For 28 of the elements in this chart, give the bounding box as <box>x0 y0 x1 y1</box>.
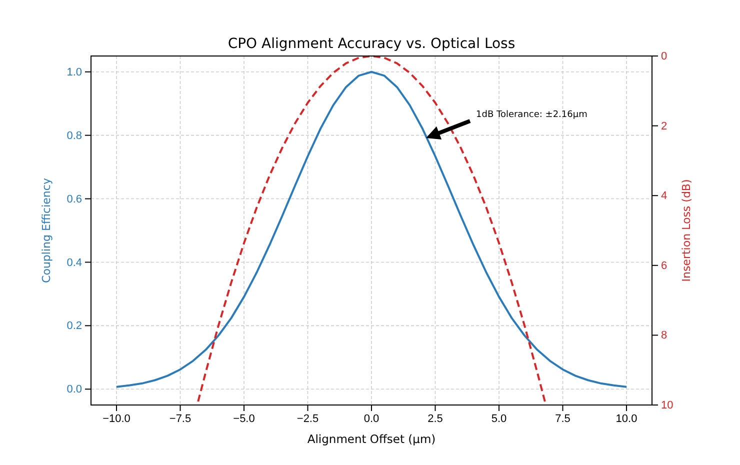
y2-tick-label: 6 <box>661 260 668 272</box>
y-tick-label: 1.0 <box>66 66 82 78</box>
line-series <box>197 55 546 403</box>
y2-tick-label: 10 <box>661 400 674 412</box>
y-tick-label: 0.2 <box>66 320 82 332</box>
x-tick-label: 7.5 <box>555 412 570 425</box>
x-tick-label: −2.5 <box>296 412 319 425</box>
x-tick-label: −7.5 <box>169 412 192 425</box>
chart-title: CPO Alignment Accuracy vs. Optical Loss <box>228 36 516 52</box>
y-tick-label: 0.8 <box>66 130 82 142</box>
annotation: 1dB Tolerance: ±2.16μm <box>476 110 588 120</box>
y2-tick-label: 8 <box>661 330 668 342</box>
y-axis-title: Coupling Efficiency <box>40 178 53 283</box>
y-tick-label: 0.0 <box>66 384 82 396</box>
y-tick-label: 0.4 <box>66 256 82 269</box>
x-tick-label: 10.0 <box>616 412 638 425</box>
x-tick-label: 0.0 <box>364 412 380 425</box>
y2-tick-label: 0 <box>661 50 668 63</box>
x-tick-label: −10.0 <box>102 412 130 425</box>
y2-tick-label: 2 <box>661 120 668 132</box>
y2-axis-title: Insertion Loss (dB) <box>680 179 693 282</box>
x-axis-title: Alignment Offset (μm) <box>307 432 436 446</box>
y-tick-label: 0.6 <box>66 193 82 206</box>
x-tick-label: −5.0 <box>233 412 255 425</box>
x-tick-label: 2.5 <box>428 412 443 425</box>
y2-tick-label: 4 <box>661 190 668 202</box>
line-series <box>116 70 628 388</box>
x-tick-label: 5.0 <box>491 412 507 425</box>
